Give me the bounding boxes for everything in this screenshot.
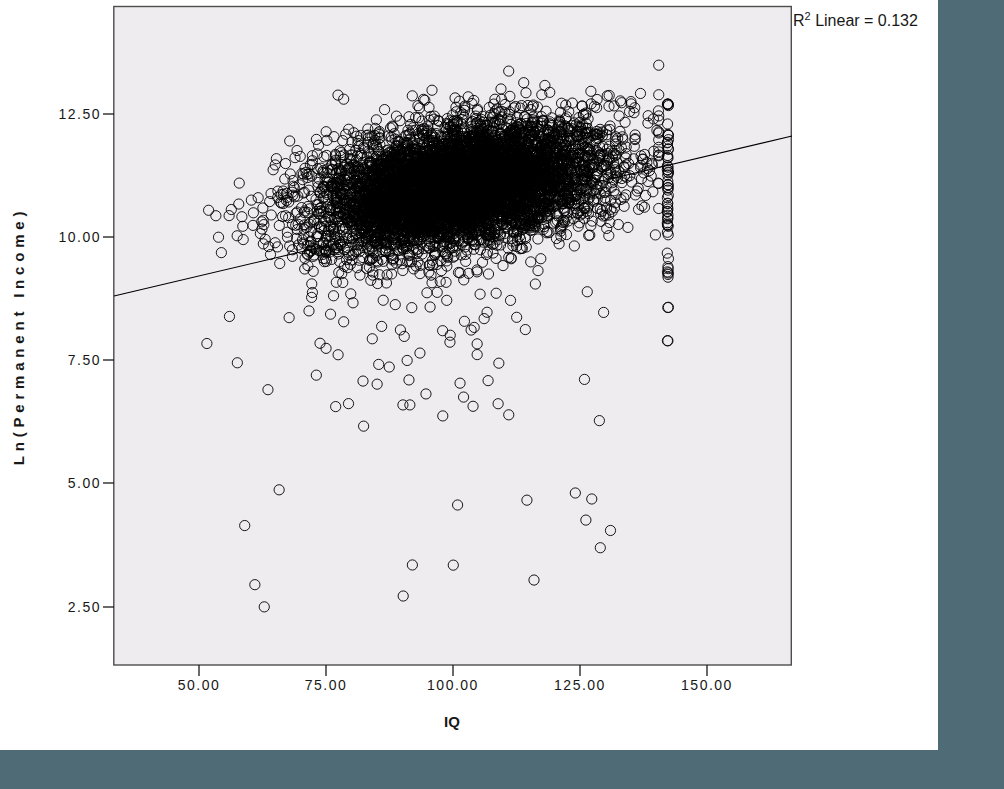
- svg-text:Ln(Permanent Income): Ln(Permanent Income): [10, 207, 27, 466]
- svg-text:12.50: 12.50: [58, 106, 101, 122]
- svg-text:150.00: 150.00: [681, 677, 733, 693]
- svg-text:10.00: 10.00: [58, 229, 101, 245]
- svg-text:7.50: 7.50: [68, 352, 101, 368]
- svg-text:125.00: 125.00: [554, 677, 606, 693]
- svg-text:2.50: 2.50: [68, 599, 101, 615]
- svg-text:50.00: 50.00: [178, 677, 221, 693]
- svg-text:5.00: 5.00: [68, 475, 101, 491]
- svg-text:75.00: 75.00: [305, 677, 348, 693]
- svg-text:100.00: 100.00: [427, 677, 479, 693]
- svg-text:R2 Linear = 0.132: R2 Linear = 0.132: [793, 10, 918, 29]
- svg-text:IQ: IQ: [444, 713, 460, 730]
